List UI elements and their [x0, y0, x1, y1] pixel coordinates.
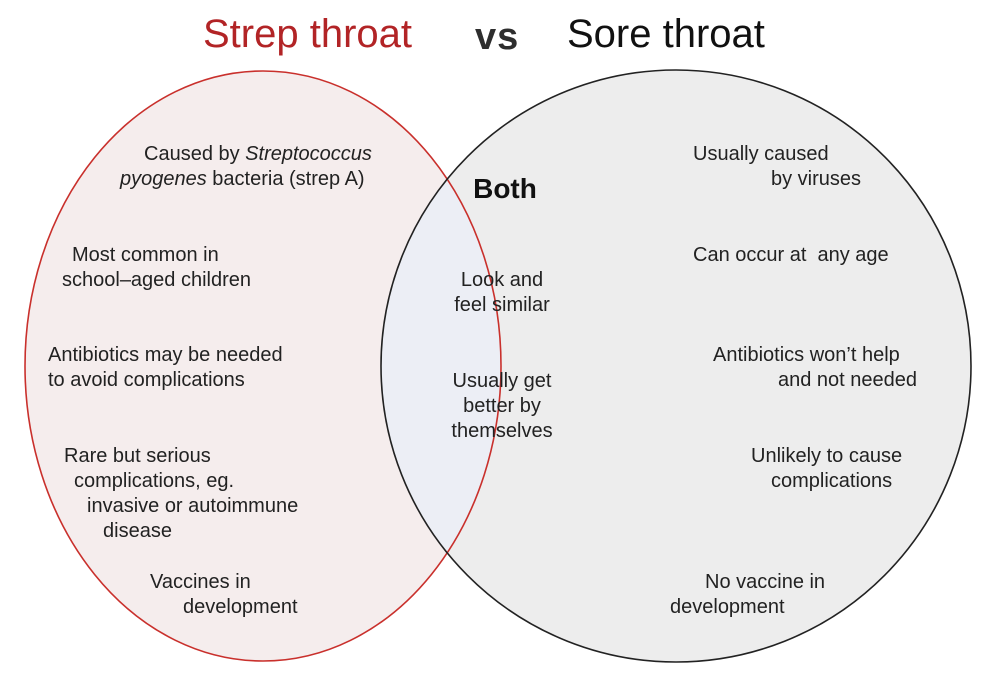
both-item-line: Usually get [452, 370, 552, 392]
sore-item-age: Can occur at any age [693, 243, 889, 268]
strep-item-line: Vaccines in [150, 571, 251, 593]
text-run: Caused by [144, 143, 246, 165]
italic-run: pyogenes [120, 168, 207, 190]
sore-item-line: Usually caused [693, 143, 829, 165]
strep-item-cause: Caused by Streptococcus pyogenes bacteri… [120, 142, 372, 192]
sore-throat-circle [381, 70, 971, 662]
strep-item-age: Most common in school–aged children [62, 243, 251, 293]
text-run: bacteria (strep A) [206, 168, 365, 190]
italic-run: Streptococcus [245, 143, 372, 165]
strep-item-line: to avoid complications [48, 369, 245, 391]
sore-item-line: by viruses [771, 168, 862, 190]
strep-throat-title: Strep throat [203, 12, 413, 56]
sore-item-complications: Unlikely to cause complications [751, 444, 902, 494]
sore-item-antibiotics: Antibiotics won’t help and not needed [713, 343, 917, 393]
sore-throat-title: Sore throat [567, 12, 765, 56]
both-item-get-better: Usually get better by themselves [432, 369, 572, 444]
sore-item-line: and not needed [778, 369, 918, 391]
both-item-line: themselves [451, 420, 553, 442]
sore-item-line: Can occur at any age [693, 244, 889, 266]
strep-item-line: complications, eg. [74, 470, 235, 492]
strep-item-line: Caused by Streptococcus [120, 142, 372, 167]
strep-item-line: school–aged children [62, 269, 252, 291]
both-item-line: feel similar [454, 294, 550, 316]
sore-item-line: complications [771, 470, 893, 492]
both-label: Both [473, 173, 537, 204]
strep-throat-circle-outline [24, 70, 502, 662]
strep-item-line: pyogenes bacteria (strep A) [120, 167, 372, 192]
strep-item-complications: Rare but serious complications, eg. inva… [64, 444, 298, 544]
strep-throat-circle [25, 71, 501, 661]
both-item-look-similar: Look and feel similar [432, 268, 572, 318]
strep-item-line: Antibiotics may be needed [48, 344, 283, 366]
strep-item-line: Rare but serious [64, 445, 211, 467]
sore-item-line: No vaccine in [705, 571, 826, 593]
strep-item-line: invasive or autoimmune [87, 495, 299, 517]
strep-item-line: Most common in [72, 244, 219, 266]
strep-item-vaccines: Vaccines in development [150, 570, 298, 620]
sore-item-vaccine: No vaccine in development [670, 570, 825, 620]
sore-item-cause: Usually caused by viruses [693, 142, 861, 192]
both-item-line: Look and [460, 269, 544, 291]
sore-throat-circle-outline [380, 69, 972, 663]
strep-item-line: disease [103, 520, 172, 542]
both-item-line: better by [463, 395, 541, 417]
strep-item-line: development [183, 596, 298, 618]
sore-item-line: development [670, 596, 785, 618]
versus-label: vs [475, 16, 520, 58]
sore-item-line: Antibiotics won’t help [713, 344, 900, 366]
strep-item-antibiotics: Antibiotics may be needed to avoid compl… [48, 343, 283, 393]
sore-item-line: Unlikely to cause [751, 445, 903, 467]
